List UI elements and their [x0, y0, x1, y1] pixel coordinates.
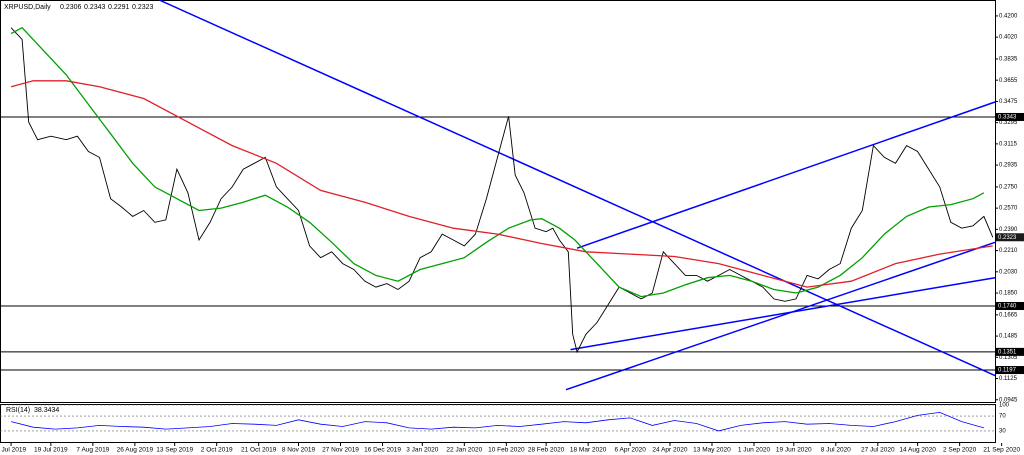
trend-line: [565, 241, 996, 391]
x-tick-label: 13 May 2020: [693, 447, 731, 454]
trend-line: [576, 101, 996, 249]
level-label: 0.1197: [998, 368, 1017, 374]
y-tick-label: 0.1305: [999, 355, 1018, 361]
x-tick-label: 1 Jun 2020: [738, 447, 771, 454]
y-tick-label: 0.1850: [999, 291, 1018, 297]
y-tick-label: 0.1665: [999, 312, 1018, 318]
rsi-tick-label: 100: [999, 403, 1010, 409]
rsi-frame: [0, 404, 996, 443]
rsi-line: [11, 411, 985, 432]
y-tick-label: 0.3295: [999, 120, 1018, 126]
level-label: 0.3343: [998, 115, 1017, 121]
ma-slow: [10, 80, 993, 288]
x-tick-label: 8 Nov 2019: [282, 447, 316, 454]
last-price-label: 0.2323: [998, 235, 1017, 241]
rsi-current: 38.3434: [34, 407, 59, 414]
main-frame: [0, 0, 996, 403]
x-tick-label: 8 Jul 2020: [821, 447, 851, 454]
y-tick-label: 0.0945: [999, 397, 1018, 403]
trend-line: [570, 276, 996, 351]
y-tick-label: 0.3835: [999, 57, 1018, 63]
x-tick-label: 14 Aug 2020: [899, 447, 936, 454]
y-tick-label: 0.3115: [999, 141, 1018, 147]
x-tick-label: 28 Feb 2020: [528, 447, 565, 454]
x-tick-label: 13 Sep 2019: [156, 447, 193, 454]
x-tick-label: 18 Mar 2020: [570, 447, 607, 454]
x-tick-label: 19 Jul 2019: [34, 447, 68, 454]
x-tick-label: 21 Sep 2020: [983, 447, 1020, 454]
x-tick-label: 6 Apr 2020: [614, 447, 646, 454]
x-tick-label: 26 Aug 2019: [117, 447, 154, 454]
ma-fast: [10, 26, 985, 298]
level-tag: [996, 347, 1024, 356]
x-tick-label: 27 Jul 2020: [861, 447, 895, 454]
x-tick-label: 7 Aug 2019: [76, 447, 109, 454]
level-label: 0.1351: [998, 349, 1017, 355]
x-tick-label: 1 Jul 2019: [0, 447, 26, 454]
y-tick-label: 0.2570: [999, 206, 1018, 212]
rsi-tick-label: 70: [999, 414, 1006, 420]
price-line: [10, 27, 994, 354]
y-tick-label: 0.2030: [999, 269, 1018, 275]
y-tick-label: 0.4200: [999, 13, 1018, 19]
x-tick-label: 2 Oct 2019: [201, 447, 233, 454]
ohlc-value: 0.2306: [60, 4, 82, 11]
ohlc-value: 0.2323: [132, 4, 154, 11]
level-tag: [996, 366, 1024, 375]
x-tick-label: 24 Apr 2020: [652, 447, 687, 454]
x-tick-label: 3 Jan 2020: [406, 447, 439, 454]
level-tag: [996, 112, 1024, 121]
rsi-title: RSI(14): [6, 407, 30, 414]
level-label: 0.1740: [998, 304, 1017, 310]
last-price-tag: [996, 233, 1024, 242]
x-tick-label: 19 Jun 2020: [776, 447, 812, 454]
rsi-tick-label: 30: [999, 428, 1006, 434]
ohlc-value: 0.2291: [108, 4, 130, 11]
x-tick-label: 21 Oct 2019: [241, 447, 277, 454]
y-tick-label: 0.4020: [999, 35, 1018, 41]
y-tick-label: 0.3655: [999, 78, 1018, 84]
y-tick-label: 0.3475: [999, 99, 1018, 105]
x-tick-label: 27 Nov 2019: [322, 447, 359, 454]
x-tick-label: 22 Jan 2020: [446, 447, 482, 454]
y-tick-label: 0.2750: [999, 184, 1018, 190]
y-tick-label: 0.2935: [999, 163, 1018, 169]
x-tick-label: 16 Dec 2019: [364, 447, 401, 454]
y-tick-label: 0.2390: [999, 227, 1018, 233]
ohlc-value: 0.2343: [84, 4, 106, 11]
chart-title: XRPUSD,Daily: [4, 4, 51, 11]
y-tick-label: 0.2210: [999, 248, 1018, 254]
y-tick-label: 0.1485: [999, 334, 1018, 340]
level-tag: [996, 302, 1024, 311]
y-tick-label: 0.1125: [999, 376, 1018, 382]
x-tick-label: 2 Sep 2020: [943, 447, 977, 454]
x-tick-label: 10 Feb 2020: [488, 447, 525, 454]
trend-line: [158, 0, 996, 377]
